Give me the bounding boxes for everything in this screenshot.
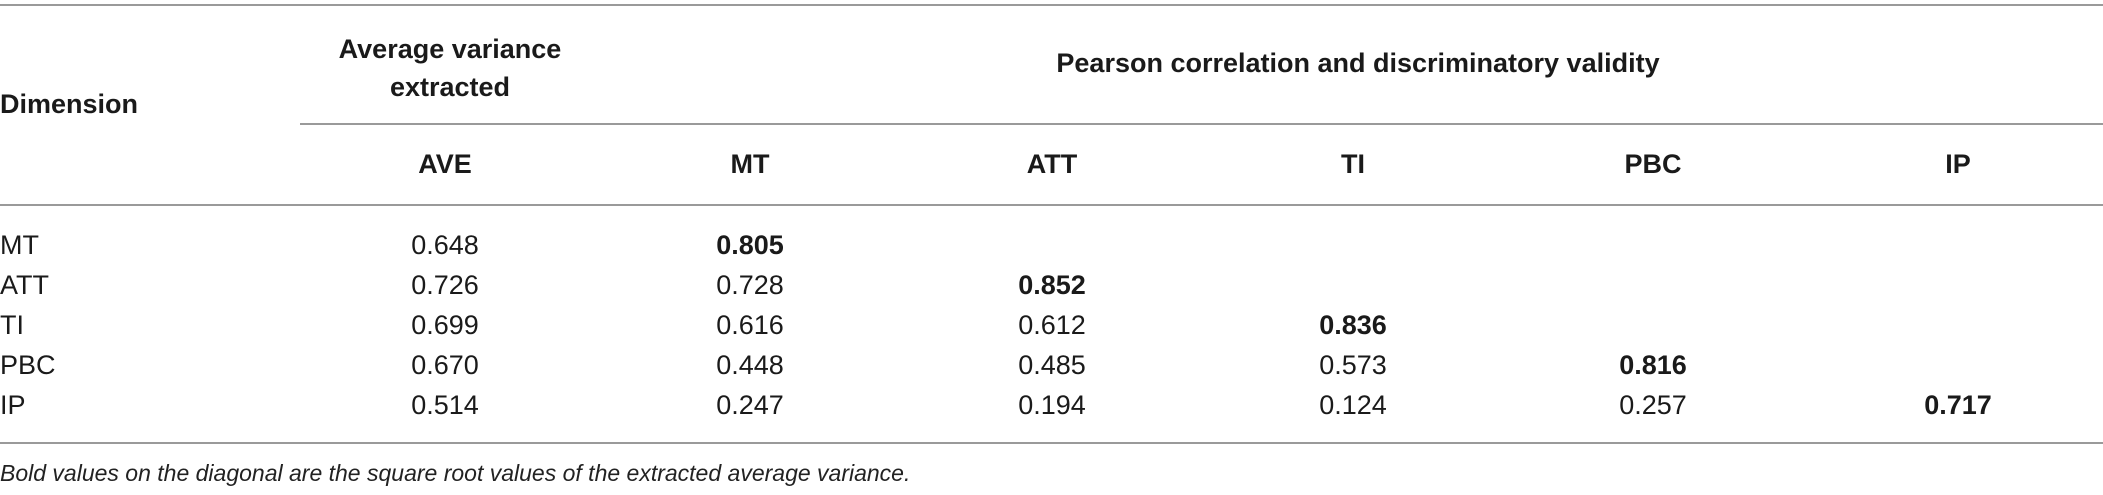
pearson-group-header: Pearson correlation and discriminatory v…	[1056, 48, 1660, 78]
table-bottom-rule	[0, 442, 2103, 444]
diagonal-value-cell: 0.836	[1319, 310, 1387, 340]
group-header-rule	[300, 123, 2103, 125]
table-cell: 0.573	[1319, 350, 1387, 380]
column-header-ip: IP	[1945, 149, 1971, 179]
table-cell: 0.257	[1619, 390, 1687, 420]
diagonal-value-cell: 0.805	[716, 230, 784, 260]
table-cell: 0.670	[411, 350, 479, 380]
column-header-pbc: PBC	[1624, 149, 1682, 179]
row-label: PBC	[0, 350, 56, 380]
row-label: IP	[0, 390, 26, 420]
row-label: TI	[0, 310, 24, 340]
row-label: MT	[0, 230, 39, 260]
header-bottom-rule	[0, 204, 2103, 206]
table-cell: 0.448	[716, 350, 784, 380]
column-header-mt: MT	[730, 149, 770, 179]
table-cell: 0.514	[411, 390, 479, 420]
table-footnote: Bold values on the diagonal are the squa…	[0, 460, 911, 486]
ave-group-header: Average variance extracted	[338, 34, 562, 102]
table-cell: 0.648	[411, 230, 479, 260]
diagonal-value-cell: 0.717	[1924, 390, 1992, 420]
table-cell: 0.728	[716, 270, 784, 300]
diagonal-value-cell: 0.816	[1619, 350, 1687, 380]
table-cell: 0.485	[1018, 350, 1086, 380]
dimension-header: Dimension	[0, 89, 139, 119]
table-cell: 0.699	[411, 310, 479, 340]
table-top-rule	[0, 4, 2103, 6]
table-cell: 0.124	[1319, 390, 1387, 420]
table-cell: 0.726	[411, 270, 479, 300]
table-cell: 0.612	[1018, 310, 1086, 340]
table-cell: 0.616	[716, 310, 784, 340]
column-header-ti: TI	[1341, 149, 1365, 179]
row-label: ATT	[0, 270, 49, 300]
column-header-att: ATT	[1026, 149, 1078, 179]
table-cell: 0.194	[1018, 390, 1086, 420]
table-cell: 0.247	[716, 390, 784, 420]
diagonal-value-cell: 0.852	[1018, 270, 1086, 300]
column-header-ave: AVE	[418, 149, 472, 179]
